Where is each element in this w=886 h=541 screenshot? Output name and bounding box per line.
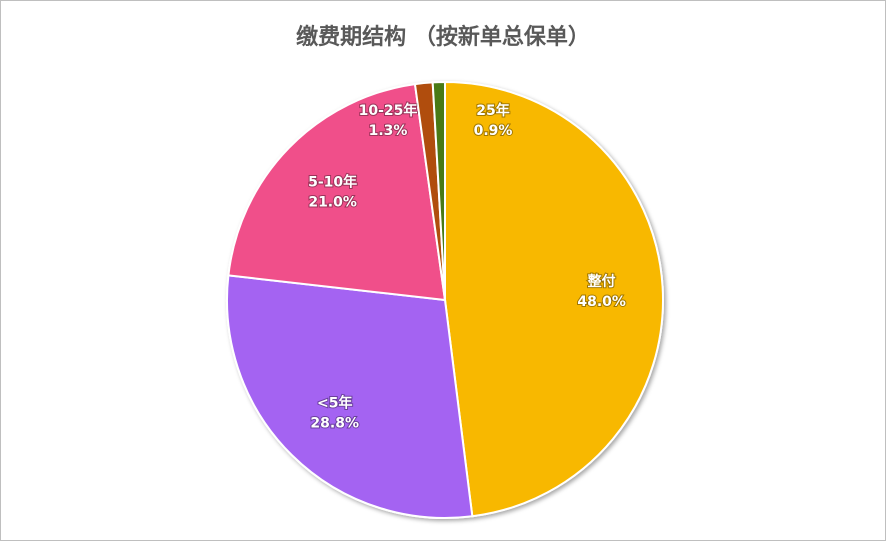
pie-slice	[227, 82, 447, 302]
slice-category: 10-25年	[359, 102, 418, 119]
slice-value: 48.0%	[577, 294, 626, 310]
slice-category: 25年	[476, 102, 509, 119]
pie-slice	[444, 80, 664, 518]
slice-value: 0.9%	[474, 123, 513, 139]
slice-value: 1.3%	[369, 123, 408, 139]
pie-slice	[226, 274, 474, 519]
slice-value: 28.8%	[310, 416, 359, 432]
pie-slice	[431, 80, 446, 301]
slice-category: 整付	[587, 273, 616, 290]
pie	[226, 80, 664, 519]
chart-title: 缴费期结构 （按新单总保单）	[296, 24, 590, 50]
slice-category: 5-10年	[308, 173, 357, 190]
slice-value: 21.0%	[308, 194, 357, 210]
slice-category: <5年	[317, 395, 352, 412]
